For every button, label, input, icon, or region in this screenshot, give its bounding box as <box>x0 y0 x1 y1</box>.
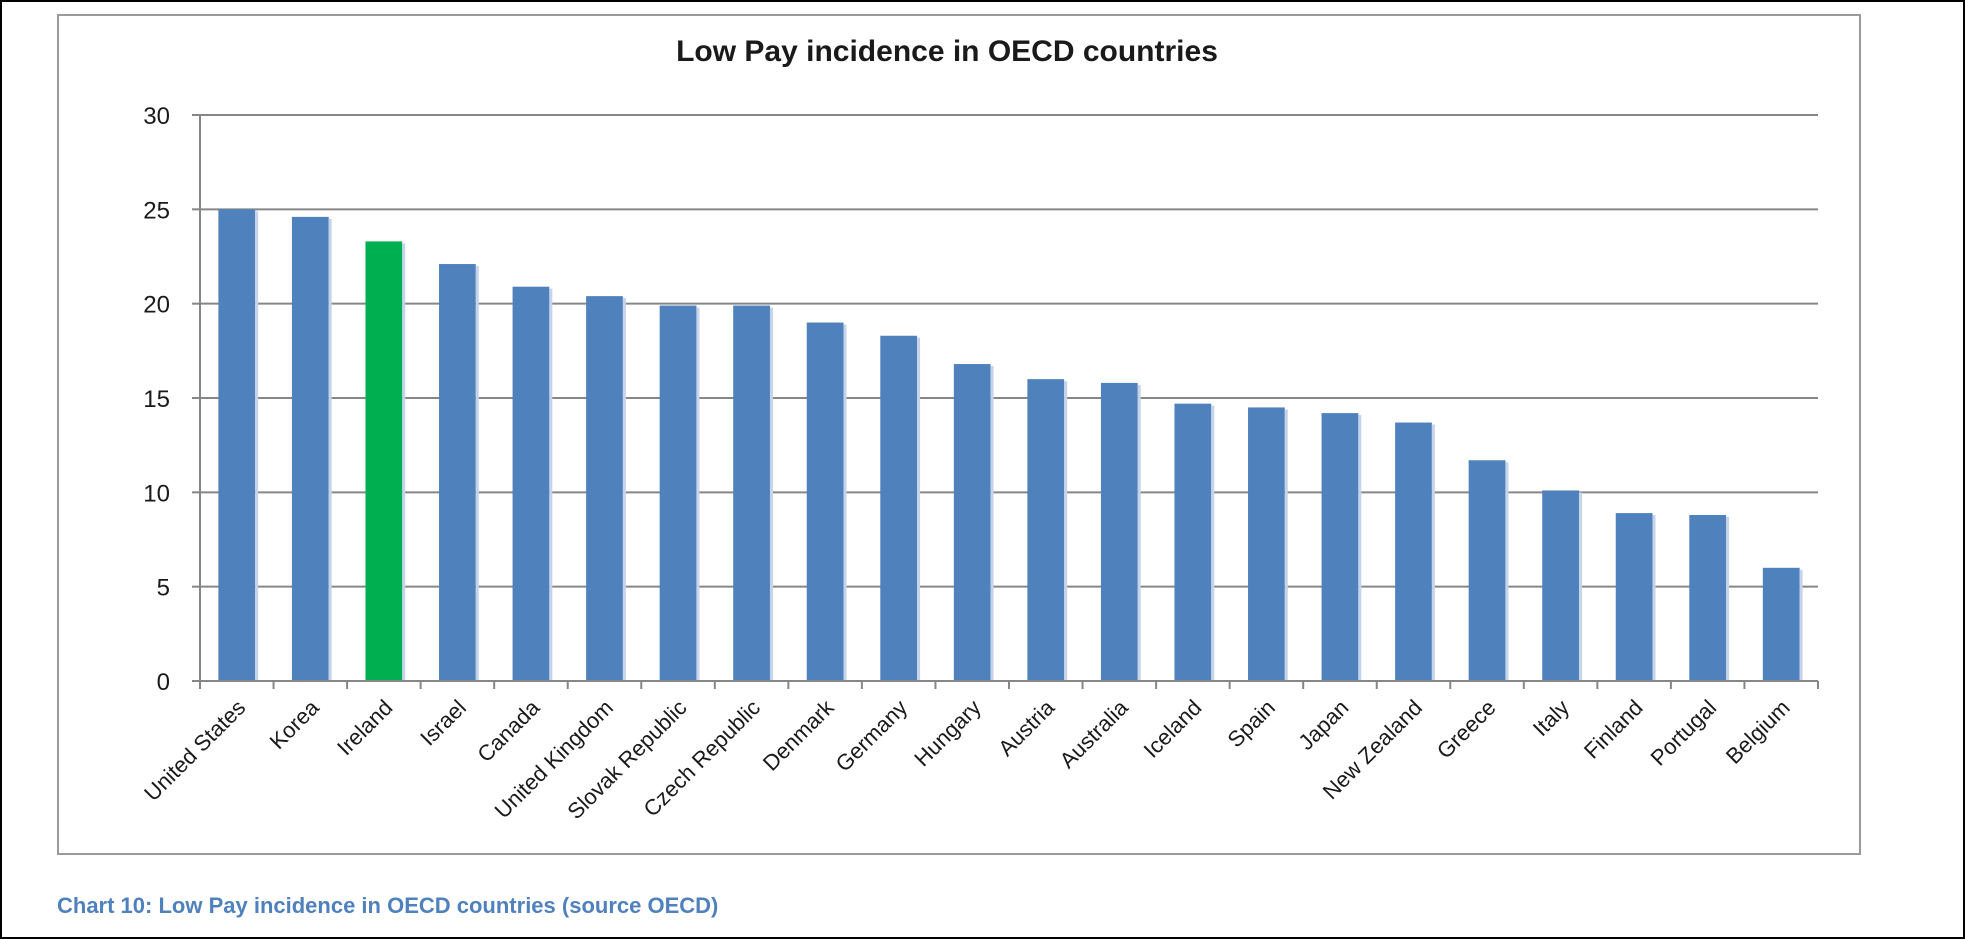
bar-denmark <box>806 322 844 681</box>
bar-shadow <box>1578 492 1582 681</box>
bar-greece <box>1468 460 1506 681</box>
x-tick-label: Ireland <box>332 695 397 760</box>
bar-shadow <box>475 266 479 681</box>
y-tick-label: 25 <box>143 197 170 224</box>
bar-australia <box>1100 382 1138 681</box>
bar-chart: Low Pay incidence in OECD countries 0 5 10… <box>139 35 1819 824</box>
y-axis-ticks: 0 5 10 15 20 25 30 <box>143 103 200 696</box>
bar-new-zealand <box>1395 422 1432 681</box>
bar-portugal <box>1689 514 1727 681</box>
bar-shadow <box>328 218 332 681</box>
x-tick-label: Japan <box>1293 695 1353 755</box>
chart-title: Low Pay incidence in OECD countries <box>676 35 1218 68</box>
bar-hungary <box>953 364 991 681</box>
bar-shadow <box>1284 409 1288 681</box>
bar-united-kingdom <box>586 296 623 681</box>
x-axis-labels: United States Korea Ireland Israel CanadaUni… <box>139 694 1795 824</box>
bar-shadow <box>1652 515 1656 681</box>
bar-shadow <box>990 366 994 681</box>
x-tick-label: Belgium <box>1721 695 1795 769</box>
x-tick-label: Germany <box>831 695 913 777</box>
bar-shadow <box>255 211 259 682</box>
bar-shadow <box>402 243 406 681</box>
bar-shadow <box>1799 569 1803 681</box>
bar-shadow <box>769 307 773 681</box>
bar-austria <box>1027 379 1065 681</box>
bar-shadow <box>549 288 553 681</box>
bar-shadow <box>1726 516 1730 681</box>
bar-korea <box>291 216 329 681</box>
bar-italy <box>1542 490 1579 681</box>
bar-belgium <box>1762 567 1800 681</box>
y-tick-label: 20 <box>143 292 170 319</box>
bar-shadow <box>1431 424 1435 681</box>
x-tick-label: Canada <box>472 694 545 767</box>
bar-shadow <box>1358 415 1362 681</box>
x-tick-label: Austria <box>993 694 1060 761</box>
x-tick-label: Denmark <box>758 694 839 775</box>
x-tick-label: Israel <box>415 695 471 751</box>
bar-finland <box>1615 513 1653 681</box>
bar-shadow <box>1211 405 1215 681</box>
x-tick-label: Korea <box>265 694 325 754</box>
bar-united-states <box>218 209 256 682</box>
bar-czech-republic <box>733 305 770 681</box>
bar-ireland <box>365 241 403 681</box>
bar-israel <box>439 264 476 681</box>
bar-iceland <box>1174 403 1212 681</box>
bar-shadow <box>1064 381 1068 681</box>
bar-canada <box>512 286 550 681</box>
x-tick-label: Portugal <box>1646 695 1722 771</box>
bar-japan <box>1321 413 1359 681</box>
bar-shadow <box>1505 462 1509 681</box>
bar-shadow <box>622 298 626 681</box>
y-tick-label: 10 <box>143 480 170 507</box>
x-tick-label: Italy <box>1528 695 1574 741</box>
x-tick-label: Greece <box>1432 695 1501 764</box>
x-axis-ticks <box>199 680 1819 689</box>
chart-area: Low Pay incidence in OECD countries 0 5 10… <box>57 14 1861 855</box>
bars <box>218 209 1803 682</box>
x-tick-label: United States <box>139 695 250 806</box>
x-tick-label: Hungary <box>909 695 985 771</box>
y-tick-label: 0 <box>157 669 170 696</box>
y-tick-label: 30 <box>143 103 170 130</box>
bar-shadow <box>917 337 921 681</box>
bar-germany <box>880 335 918 681</box>
x-tick-label: Iceland <box>1139 695 1207 763</box>
x-tick-label: Australia <box>1055 694 1134 773</box>
x-tick-label: Spain <box>1222 695 1279 752</box>
bar-shadow <box>843 324 847 681</box>
bar-spain <box>1248 407 1285 681</box>
bar-shadow <box>696 307 700 681</box>
y-tick-label: 5 <box>157 575 170 602</box>
figure-caption: Chart 10: Low Pay incidence in OECD coun… <box>57 893 719 918</box>
bar-slovak-republic <box>659 305 697 681</box>
y-tick-label: 15 <box>143 386 170 413</box>
bar-shadow <box>1137 384 1141 681</box>
x-tick-label: Finland <box>1579 695 1648 764</box>
